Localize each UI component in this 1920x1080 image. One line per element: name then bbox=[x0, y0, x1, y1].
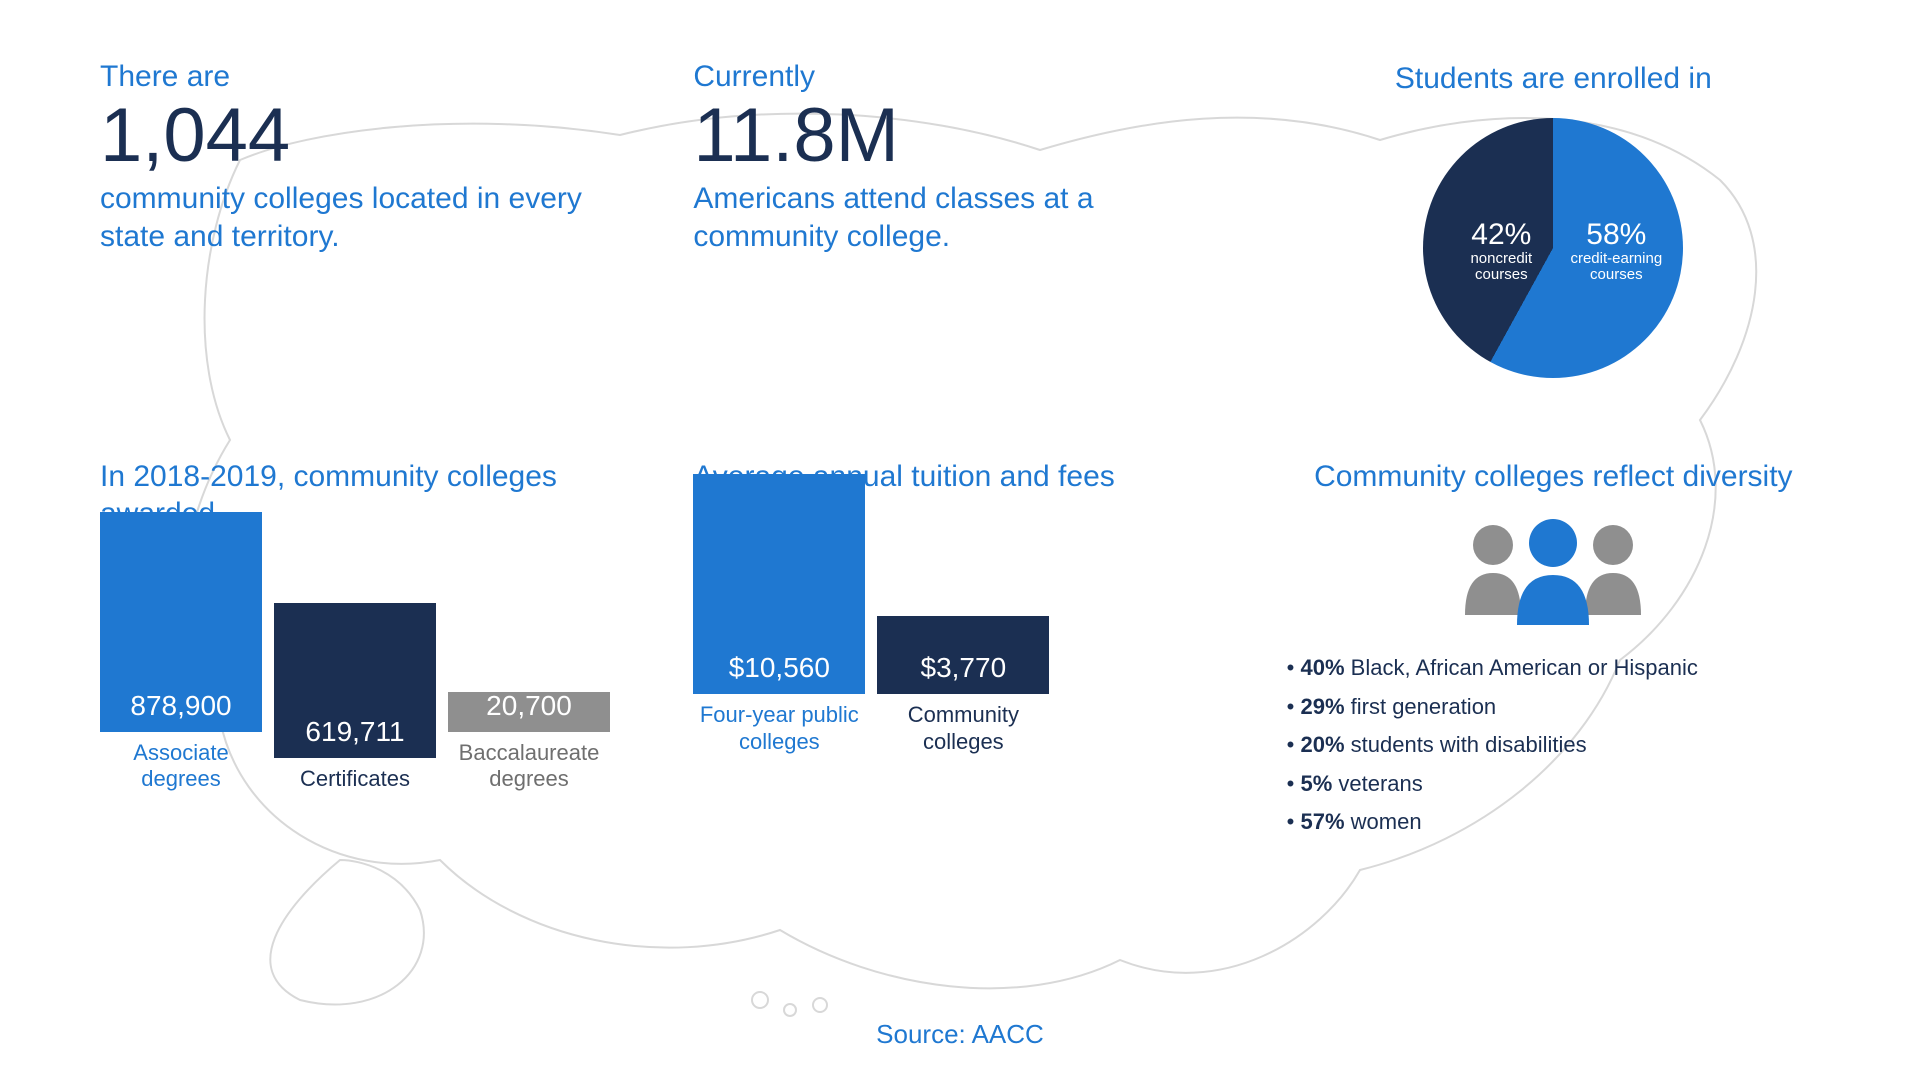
bar: 878,900 Associate degrees bbox=[100, 512, 262, 793]
people-icon-group bbox=[1287, 515, 1820, 625]
awards-chart: In 2018-2019, community colleges awarded… bbox=[100, 458, 633, 842]
stat-eyebrow: Currently bbox=[693, 60, 1226, 94]
person-icon bbox=[1517, 519, 1589, 625]
bar-rect: $3,770 bbox=[877, 616, 1049, 695]
bar: 20,700 Baccalaureate degrees bbox=[448, 692, 610, 793]
bar: $3,770 Community colleges bbox=[877, 616, 1049, 755]
tuition-bars: $10,560 Four-year public colleges $3,770 Co… bbox=[693, 515, 1226, 755]
diversity-item: 57% women bbox=[1287, 803, 1820, 842]
pie-chart: 42% noncredit courses 58% credit-earning… bbox=[1423, 118, 1683, 378]
bar-rect: 878,900 bbox=[100, 512, 262, 732]
bar-value: $10,560 bbox=[729, 652, 830, 694]
person-icon bbox=[1585, 525, 1641, 615]
diversity-item: 20% students with disabilities bbox=[1287, 726, 1820, 765]
bar: $10,560 Four-year public colleges bbox=[693, 474, 865, 755]
pie-section: Students are enrolled in 42% noncredit c… bbox=[1287, 60, 1820, 378]
bar: 619,711 Certificates bbox=[274, 603, 436, 793]
pie-slice-label: 42% noncredit courses bbox=[1451, 218, 1551, 284]
pie-title: Students are enrolled in bbox=[1287, 60, 1820, 98]
bar-value: $3,770 bbox=[921, 652, 1007, 694]
bar-rect: $10,560 bbox=[693, 474, 865, 694]
awards-bars: 878,900 Associate degrees 619,711 Certifica… bbox=[100, 553, 633, 793]
bar-rect: 20,700 bbox=[448, 692, 610, 732]
bar-value: 20,700 bbox=[486, 690, 572, 732]
bar-label: Community colleges bbox=[877, 702, 1049, 755]
diversity-list: 40% Black, African American or Hispanic2… bbox=[1287, 649, 1820, 842]
bar-value: 619,711 bbox=[305, 716, 404, 758]
stat-enrollment: Currently 11.8M Americans attend classes… bbox=[693, 60, 1226, 378]
infographic-container: There are 1,044 community colleges locat… bbox=[0, 0, 1920, 1080]
stat-colleges: There are 1,044 community colleges locat… bbox=[100, 60, 633, 378]
bar-label: Baccalaureate degrees bbox=[448, 740, 610, 793]
tuition-chart: Average annual tuition and fees $10,560F… bbox=[693, 458, 1226, 842]
person-icon bbox=[1465, 525, 1521, 615]
stat-number: 1,044 bbox=[100, 98, 633, 174]
diversity-item: 29% first generation bbox=[1287, 688, 1820, 727]
stat-eyebrow: There are bbox=[100, 60, 633, 94]
diversity-title: Community colleges reflect diversity bbox=[1287, 458, 1820, 496]
diversity-item: 40% Black, African American or Hispanic bbox=[1287, 649, 1820, 688]
bar-label: Certificates bbox=[300, 766, 410, 792]
stat-subtext: community colleges located in every stat… bbox=[100, 180, 633, 255]
stat-number: 11.8M bbox=[693, 98, 1226, 174]
stat-subtext: Americans attend classes at a community … bbox=[693, 180, 1226, 255]
bar-rect: 619,711 bbox=[274, 603, 436, 758]
people-icon bbox=[1443, 515, 1663, 625]
source-text: Source: AACC bbox=[0, 1019, 1920, 1050]
diversity-item: 5% veterans bbox=[1287, 765, 1820, 804]
bar-label: Four-year public colleges bbox=[693, 702, 865, 755]
bar-value: 878,900 bbox=[130, 690, 231, 732]
diversity-section: Community colleges reflect diversity bbox=[1287, 458, 1820, 842]
bar-label: Associate degrees bbox=[100, 740, 262, 793]
pie-slice-label: 58% credit-earning courses bbox=[1561, 218, 1671, 284]
